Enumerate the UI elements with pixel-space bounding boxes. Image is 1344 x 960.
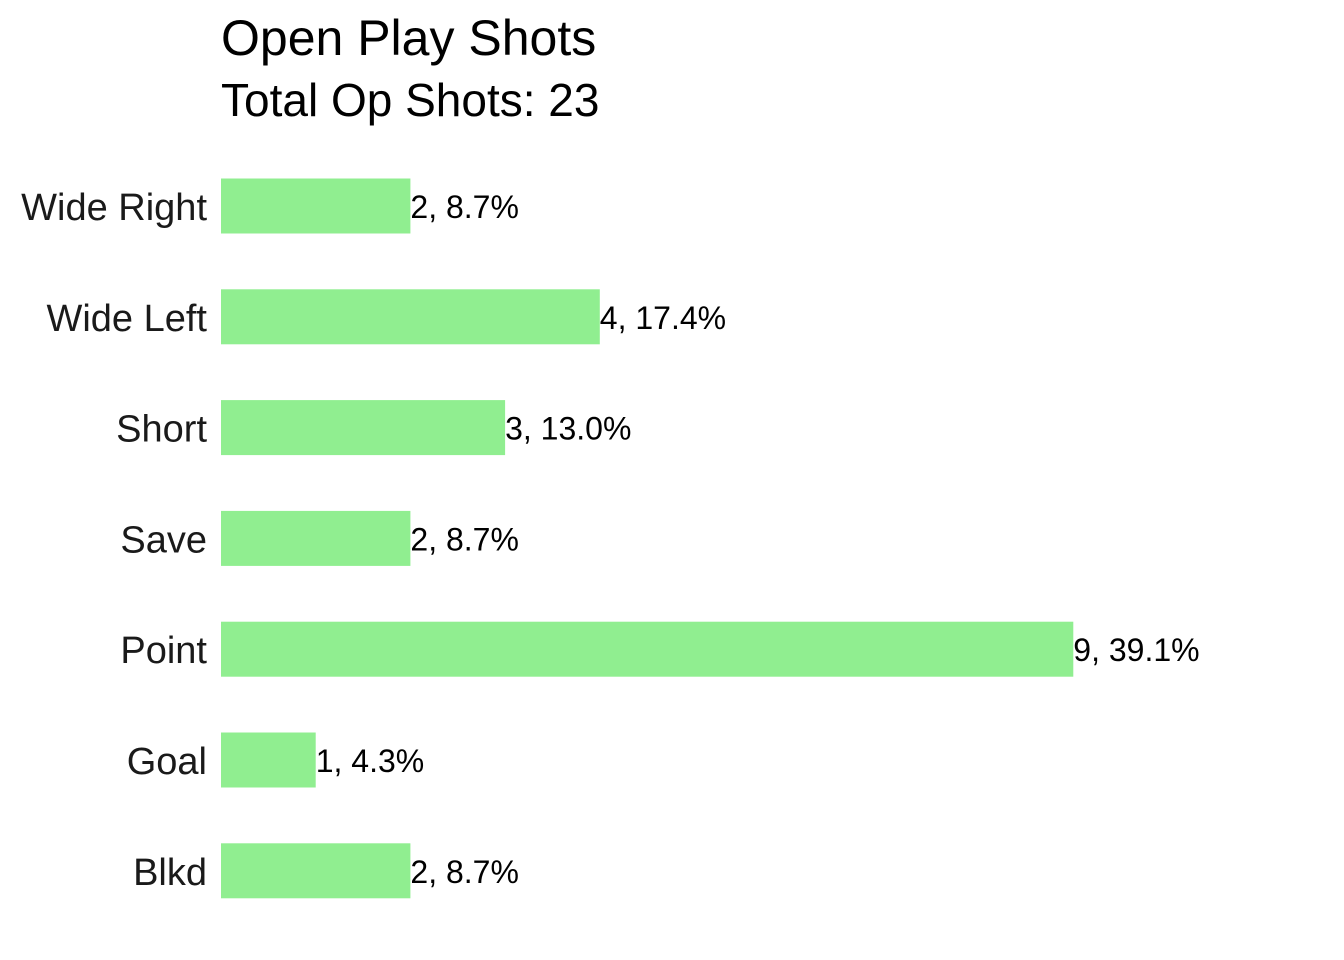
- bar: [221, 843, 411, 899]
- data-label: 2, 8.7%: [410, 521, 519, 557]
- bar: [221, 289, 600, 345]
- category-label: Save: [120, 519, 207, 561]
- data-label: 4, 17.4%: [600, 300, 726, 336]
- data-label: 3, 13.0%: [505, 411, 631, 447]
- bar: [221, 621, 1074, 677]
- category-label: Wide Right: [21, 187, 207, 229]
- category-label: Blkd: [133, 852, 207, 894]
- category-label: Point: [120, 630, 207, 672]
- bar: [221, 510, 411, 566]
- data-label: 9, 39.1%: [1073, 632, 1199, 668]
- data-label: 1, 4.3%: [316, 743, 425, 779]
- bar: [221, 178, 411, 234]
- bar: [221, 732, 316, 788]
- bars-group: Wide Right 2, 8.7% Wide Left 4, 17.4% Short 3…: [21, 178, 1200, 899]
- chart-subtitle: Total Op Shots: 23: [221, 74, 599, 126]
- category-label: Goal: [127, 741, 207, 783]
- category-label: Wide Left: [46, 298, 207, 340]
- data-label: 2, 8.7%: [410, 854, 519, 890]
- category-label: Short: [116, 409, 207, 451]
- data-label: 2, 8.7%: [410, 189, 519, 225]
- bar: [221, 400, 506, 456]
- chart-title: Open Play Shots: [221, 10, 596, 66]
